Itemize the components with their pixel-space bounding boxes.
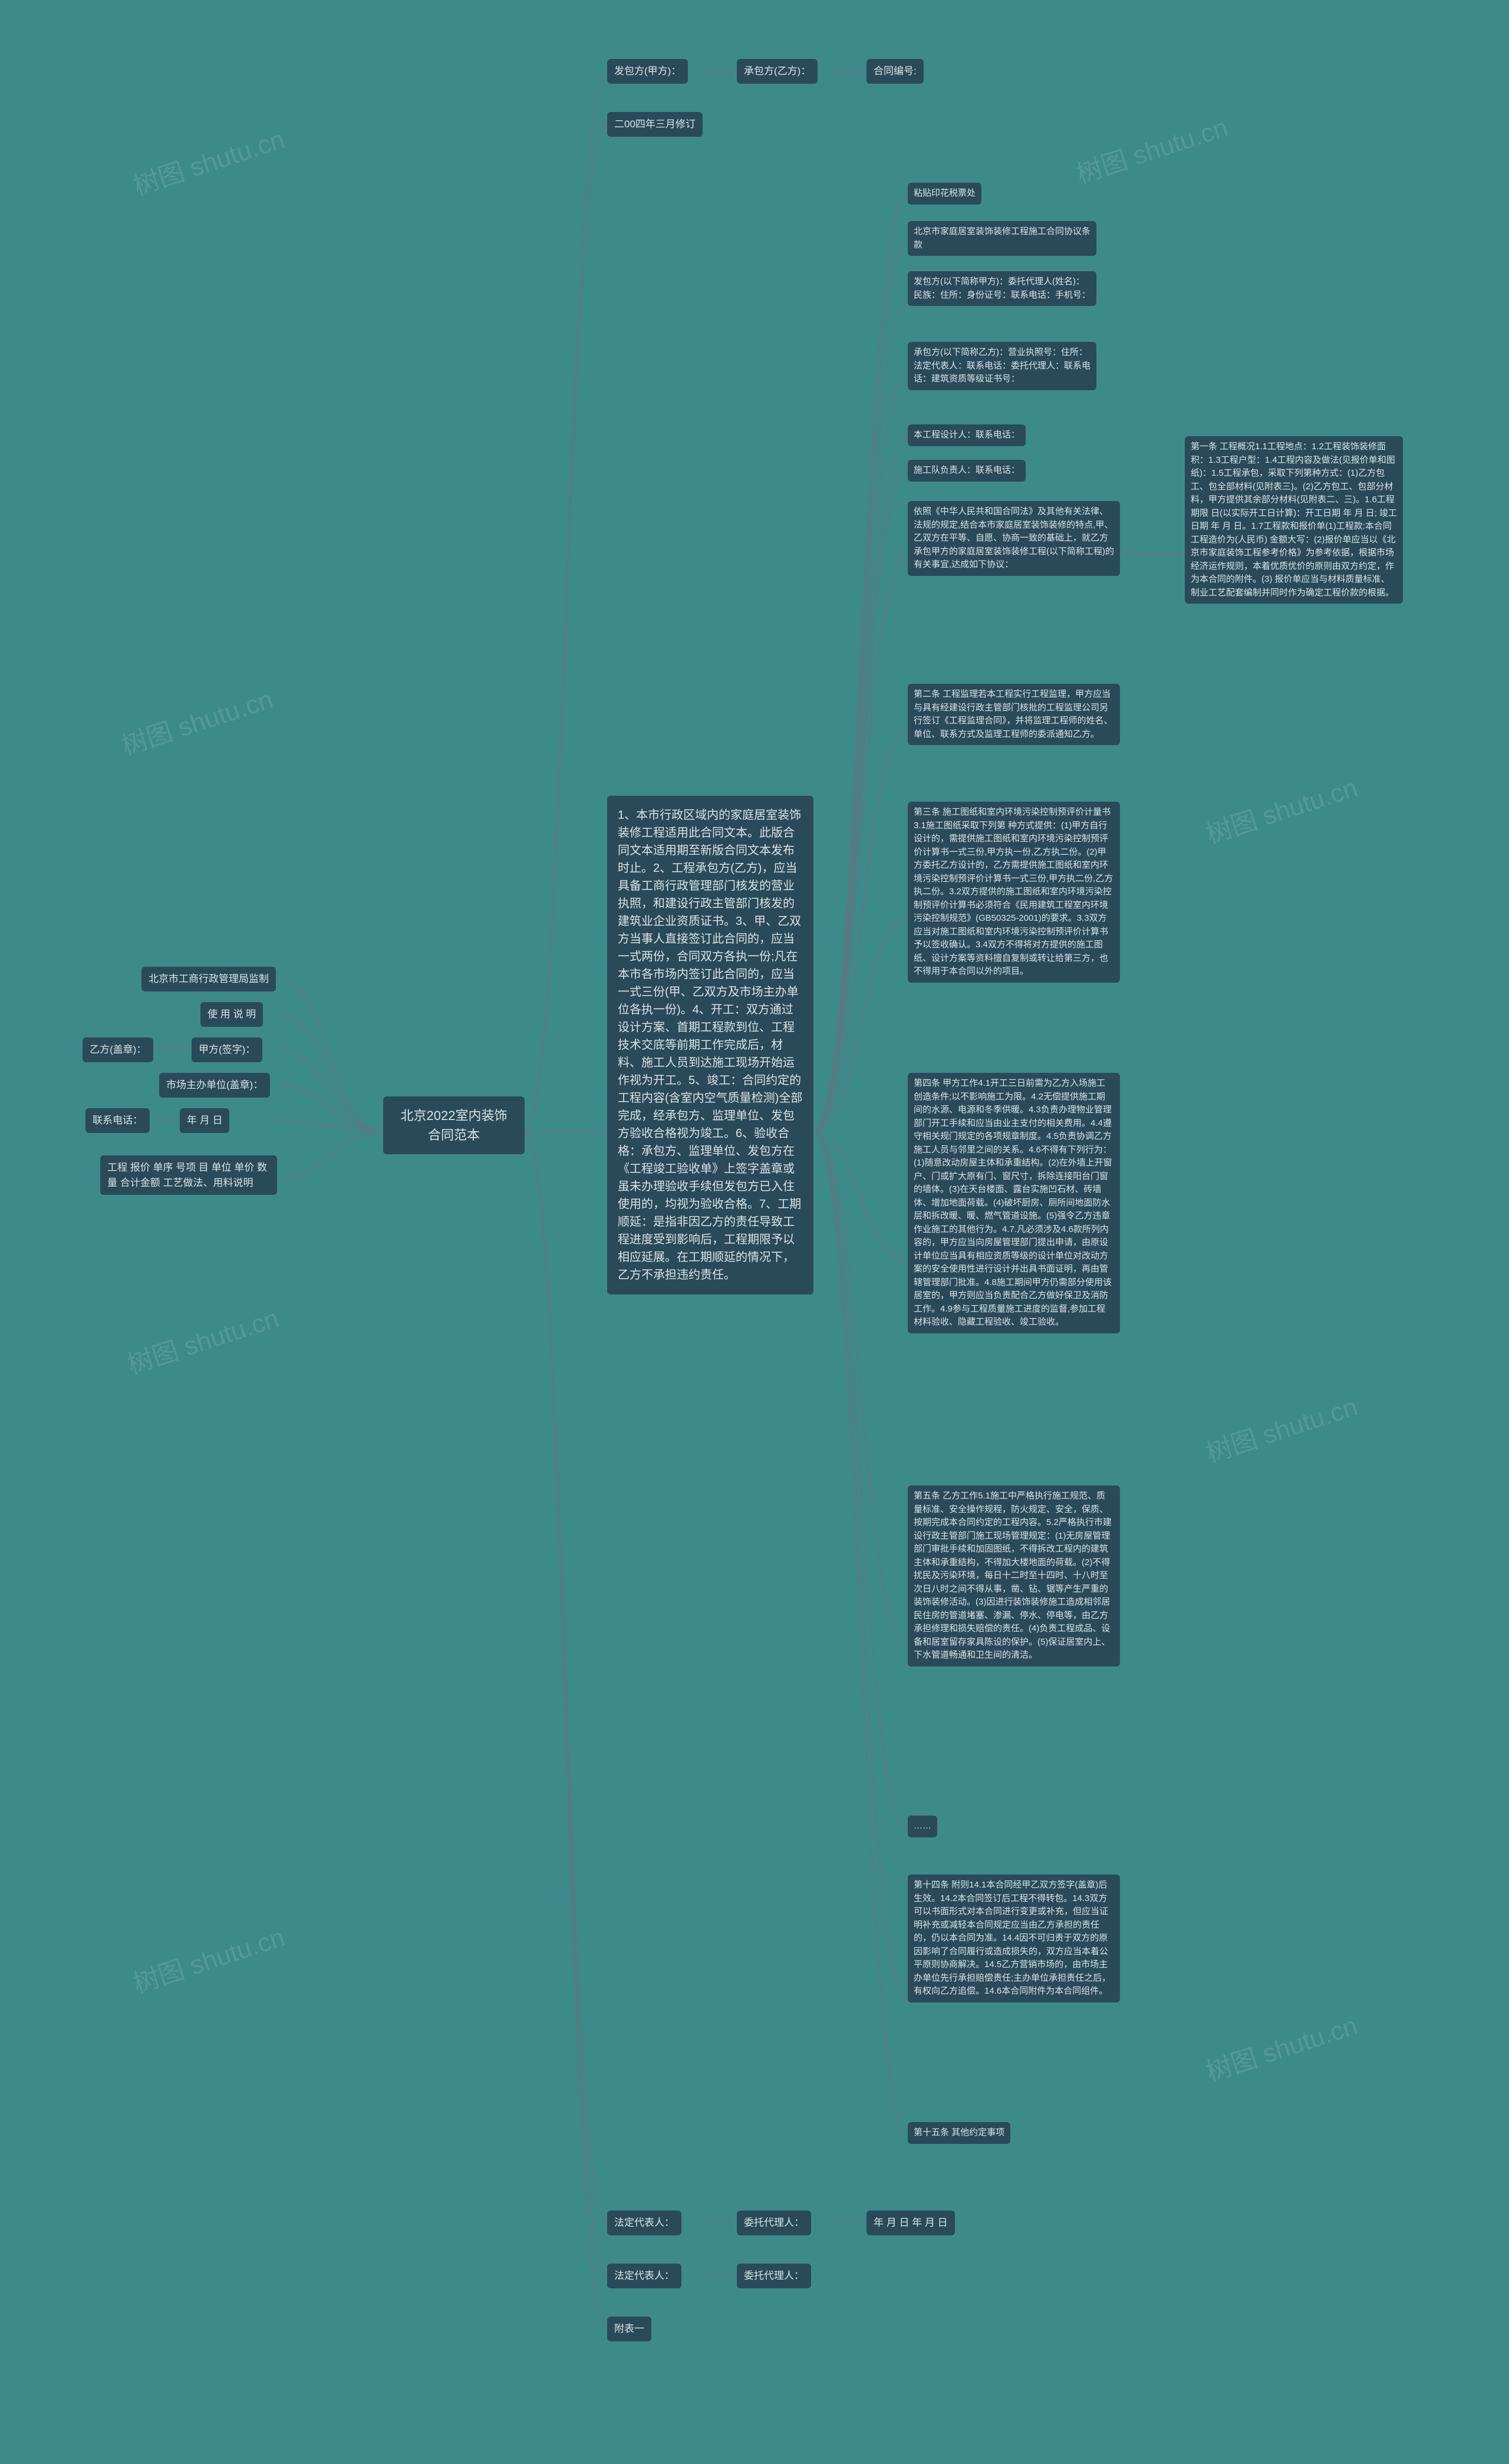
watermark: 树图 shutu.cn: [122, 1297, 283, 1381]
right-top-child[interactable]: 合同编号:: [866, 59, 924, 84]
center-label: 北京2022室内装饰合同范本: [401, 1108, 508, 1142]
left-node-child[interactable]: 乙方(盖章)：: [83, 1037, 153, 1062]
r-node[interactable]: 施工队负责人：联系电话：: [908, 460, 1026, 482]
r-node[interactable]: 本工程设计人：联系电话：: [908, 424, 1026, 446]
article-node[interactable]: 第四条 甲方工作4.1开工三日前需为乙方入场施工创造条件;以不影响施工为限。4.…: [908, 1073, 1120, 1333]
article-node[interactable]: 第三条 施工图纸和室内环境污染控制预评价计量书3.1施工图纸采取下列第 种方式提…: [908, 802, 1120, 983]
watermark: 树图 shutu.cn: [1201, 1385, 1362, 1470]
bottom-child[interactable]: 委托代理人：: [737, 2264, 811, 2288]
bottom-node[interactable]: 附表一: [607, 2317, 651, 2341]
right-top-node[interactable]: 二00四年三月修订: [607, 112, 703, 137]
article-node[interactable]: ……: [908, 1816, 937, 1837]
article-node[interactable]: 第十四条 附则14.1本合同经甲乙双方签字(盖章)后生效。14.2本合同签订后工…: [908, 1875, 1120, 2002]
watermark: 树图 shutu.cn: [1201, 2004, 1362, 2089]
r-node[interactable]: 承包方(以下简称乙方)：营业执照号：住所：法定代表人：联系电话：委托代理人：联系…: [908, 342, 1096, 390]
bottom-child[interactable]: 委托代理人：: [737, 2211, 811, 2235]
left-node[interactable]: 年 月 日: [180, 1108, 229, 1133]
r-node[interactable]: 发包方(以下简称甲方)：委托代理人(姓名)：民族：住所：身份证号：联系电话：手机…: [908, 271, 1096, 306]
r-node[interactable]: 北京市家庭居室装饰装修工程施工合同协议条款: [908, 221, 1096, 256]
r7-child-node[interactable]: 第一条 工程概况1.1工程地点：1.2工程装饰装修面积：1.3工程户型：1.4工…: [1185, 436, 1403, 604]
right-top-node[interactable]: 发包方(甲方)：: [607, 59, 688, 84]
watermark: 树图 shutu.cn: [1201, 766, 1362, 851]
watermark: 树图 shutu.cn: [128, 1916, 289, 2000]
left-node[interactable]: 甲方(签字)：: [192, 1037, 262, 1062]
article-node[interactable]: 第五条 乙方工作5.1施工中严格执行施工规范、质量标准、安全操作规程，防火规定、…: [908, 1485, 1120, 1666]
bottom-node[interactable]: 法定代表人：: [607, 2211, 681, 2235]
watermark: 树图 shutu.cn: [116, 678, 277, 762]
left-node[interactable]: 使 用 说 明: [200, 1002, 263, 1027]
r-node[interactable]: 粘贴印花税票处: [908, 183, 981, 205]
left-node[interactable]: 市场主办单位(盖章)：: [159, 1073, 270, 1098]
mindmap-canvas: 树图 shutu.cn 树图 shutu.cn 树图 shutu.cn 树图 s…: [24, 24, 1485, 2440]
article-node[interactable]: 第二条 工程监理若本工程实行工程监理，甲方应当与具有经建设行政主管部门核批的工程…: [908, 684, 1120, 745]
bottom-child[interactable]: 年 月 日 年 月 日: [866, 2211, 955, 2235]
r-node[interactable]: 依照《中华人民共和国合同法》及其他有关法律、法规的规定,结合本市家庭居室装饰装修…: [908, 501, 1120, 576]
bottom-node[interactable]: 法定代表人：: [607, 2264, 681, 2288]
right-top-child[interactable]: 承包方(乙方)：: [737, 59, 818, 84]
watermark: 树图 shutu.cn: [1071, 106, 1232, 190]
watermark: 树图 shutu.cn: [128, 118, 289, 202]
left-node[interactable]: 北京市工商行政管理局监制: [141, 967, 276, 991]
center-node[interactable]: 北京2022室内装饰合同范本: [383, 1096, 525, 1154]
left-node-child[interactable]: 联系电话：: [85, 1108, 150, 1133]
article-node[interactable]: 第十五条 其他约定事项: [908, 2122, 1010, 2144]
main-big-node[interactable]: 1、本市行政区域内的家庭居室装饰装修工程适用此合同文本。此版合同文本适用期至新版…: [607, 796, 813, 1294]
left-node[interactable]: 工程 报价 单序 号项 目 单位 单价 数量 合计金额 工艺做法、用料说明: [100, 1155, 277, 1195]
